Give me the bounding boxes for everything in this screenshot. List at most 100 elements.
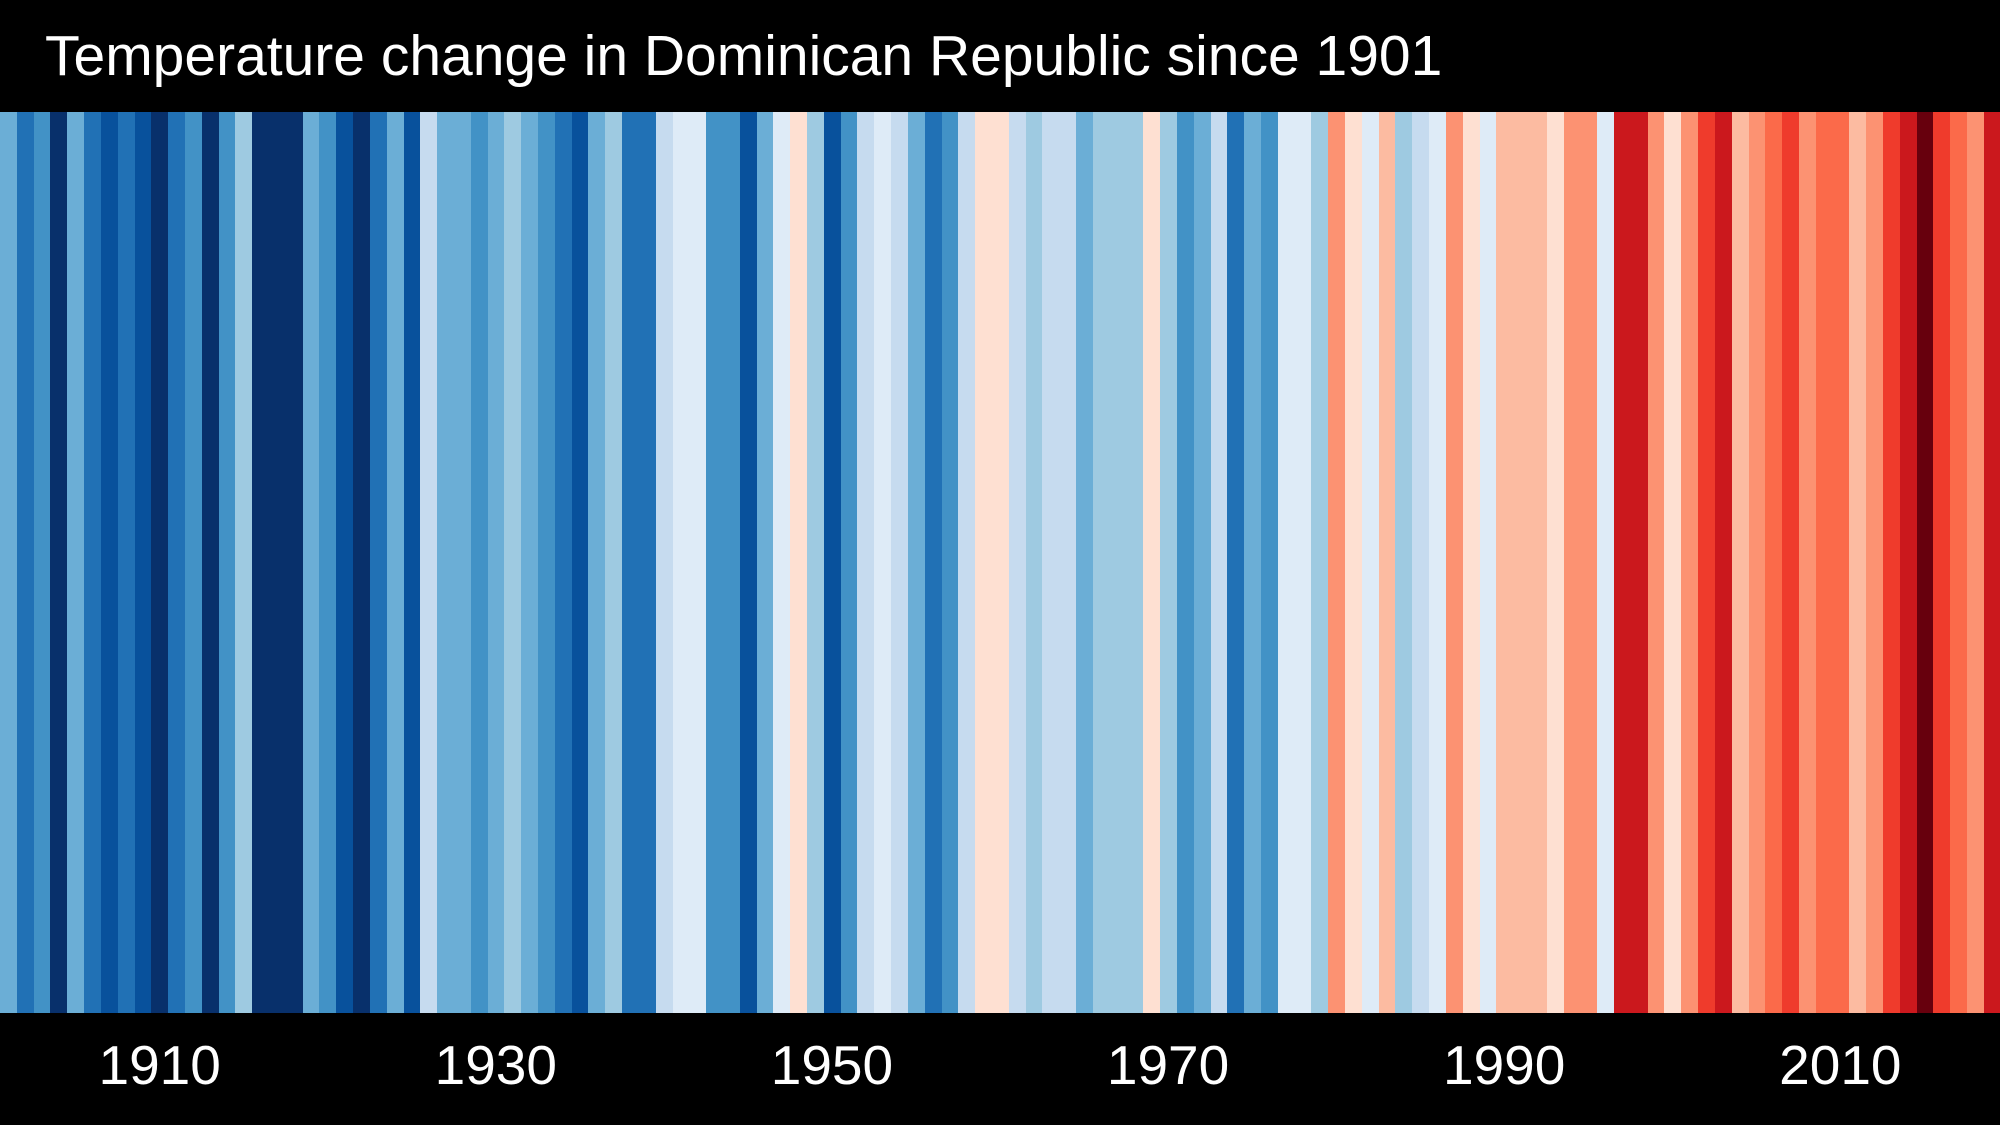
year-stripe-1915 [235, 112, 253, 1013]
year-stripe-2019 [1983, 112, 2000, 1013]
x-tick-label-2010: 2010 [1779, 1034, 1902, 1096]
year-stripe-2000 [1664, 112, 1682, 1013]
year-stripe-1943 [706, 112, 723, 1013]
year-stripe-2006 [1765, 112, 1783, 1013]
year-stripe-2017 [1950, 112, 1968, 1013]
year-stripe-2018 [1967, 112, 1984, 1013]
year-stripe-1910 [151, 112, 169, 1013]
year-stripe-1904 [50, 112, 68, 1013]
year-stripe-1922 [353, 112, 370, 1013]
year-stripe-1903 [33, 112, 51, 1013]
year-stripe-1989 [1479, 112, 1497, 1013]
year-stripe-1973 [1210, 112, 1228, 1013]
year-stripe-1951 [840, 112, 858, 1013]
x-tick-label-1910: 1910 [98, 1034, 221, 1096]
year-stripe-1975 [1244, 112, 1261, 1013]
year-stripe-1954 [891, 112, 908, 1013]
x-tick-label-1930: 1930 [434, 1034, 557, 1096]
year-stripe-1966 [1092, 112, 1110, 1013]
x-tick-label-1950: 1950 [770, 1034, 894, 1096]
year-stripe-2016 [1933, 112, 1951, 1013]
year-stripe-1901 [0, 112, 17, 1013]
year-stripe-1986 [1429, 112, 1446, 1013]
year-stripe-1976 [1260, 112, 1278, 1013]
year-stripe-1983 [1378, 112, 1396, 1013]
year-stripe-1912 [184, 112, 202, 1013]
year-stripe-2014 [1899, 112, 1917, 1013]
year-stripe-1991 [1513, 112, 1530, 1013]
year-stripe-1935 [571, 112, 589, 1013]
year-stripe-1964 [1059, 112, 1076, 1013]
year-stripe-1931 [504, 112, 522, 1013]
year-stripe-1942 [689, 112, 707, 1013]
year-stripe-1981 [1345, 112, 1362, 1013]
year-stripe-1929 [470, 112, 488, 1013]
year-stripe-1914 [218, 112, 236, 1013]
year-stripe-2004 [1731, 112, 1749, 1013]
year-stripe-1902 [16, 112, 34, 1013]
year-stripe-1971 [1176, 112, 1194, 1013]
year-stripe-2005 [1748, 112, 1766, 1013]
year-stripe-1974 [1227, 112, 1245, 1013]
year-stripe-2001 [1681, 112, 1699, 1013]
year-stripe-1920 [319, 112, 337, 1013]
year-stripe-1984 [1395, 112, 1413, 1013]
year-stripe-1980 [1328, 112, 1345, 1013]
year-stripe-2007 [1782, 112, 1799, 1013]
title-bar: Temperature change in Dominican Republic… [0, 0, 2000, 112]
year-stripe-1972 [1193, 112, 1211, 1013]
year-stripe-1978 [1294, 112, 1312, 1013]
year-stripe-1960 [991, 112, 1009, 1013]
year-stripe-2008 [1798, 112, 1816, 1013]
year-stripe-1905 [67, 112, 85, 1013]
x-tick-label-1990: 1990 [1443, 1034, 1566, 1096]
year-stripe-1909 [134, 112, 152, 1013]
year-stripe-1957 [941, 112, 959, 1013]
year-stripe-2010 [1832, 112, 1850, 1013]
year-stripe-1996 [1597, 112, 1614, 1013]
year-stripe-1969 [1143, 112, 1161, 1013]
year-stripe-1932 [521, 112, 538, 1013]
year-stripe-1917 [269, 112, 286, 1013]
year-stripe-1985 [1412, 112, 1430, 1013]
year-stripe-1923 [369, 112, 387, 1013]
year-stripe-1944 [722, 112, 740, 1013]
year-stripe-1965 [1076, 112, 1093, 1013]
year-stripe-1927 [437, 112, 454, 1013]
year-stripe-1946 [756, 112, 774, 1013]
year-stripe-1926 [420, 112, 438, 1013]
chart-title: Temperature change in Dominican Republic… [45, 24, 1443, 88]
year-stripe-1992 [1529, 112, 1547, 1013]
year-stripe-1938 [622, 112, 639, 1013]
year-stripe-1993 [1546, 112, 1564, 1013]
year-stripe-1940 [655, 112, 673, 1013]
year-stripe-2013 [1883, 112, 1900, 1013]
year-stripe-1934 [554, 112, 572, 1013]
year-stripe-1970 [1160, 112, 1177, 1013]
year-stripe-1953 [874, 112, 892, 1013]
year-stripe-1968 [1126, 112, 1144, 1013]
year-stripe-1959 [975, 112, 992, 1013]
year-stripe-1913 [201, 112, 219, 1013]
year-stripe-1958 [958, 112, 976, 1013]
year-stripe-1947 [773, 112, 791, 1013]
year-stripe-1948 [790, 112, 807, 1013]
year-stripe-2002 [1698, 112, 1715, 1013]
year-stripe-2015 [1916, 112, 1934, 1013]
year-stripe-2009 [1815, 112, 1833, 1013]
year-stripe-1999 [1647, 112, 1665, 1013]
year-stripe-1955 [907, 112, 925, 1013]
year-stripe-1937 [605, 112, 623, 1013]
year-stripe-1939 [638, 112, 656, 1013]
year-stripe-1990 [1496, 112, 1514, 1013]
year-stripe-2012 [1866, 112, 1883, 1013]
year-stripe-1995 [1580, 112, 1598, 1013]
year-stripe-1977 [1277, 112, 1295, 1013]
year-stripe-1979 [1311, 112, 1329, 1013]
year-stripe-1908 [117, 112, 135, 1013]
year-stripe-2003 [1714, 112, 1732, 1013]
year-stripe-1916 [252, 112, 269, 1013]
year-stripe-1924 [386, 112, 404, 1013]
year-stripe-1941 [672, 112, 690, 1013]
